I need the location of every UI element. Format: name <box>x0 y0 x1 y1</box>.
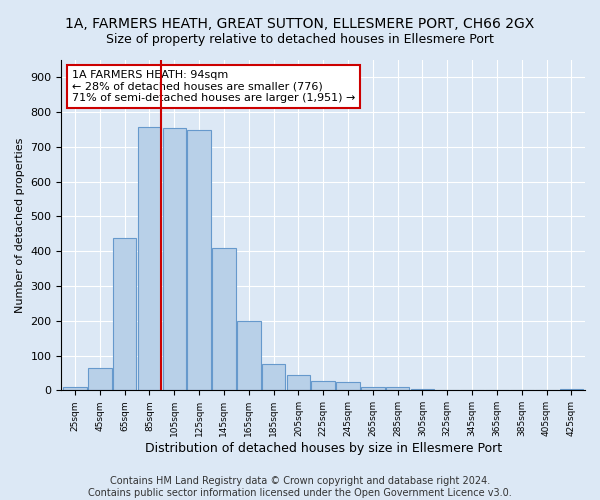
Bar <box>237 322 260 390</box>
Bar <box>88 368 112 390</box>
Bar <box>63 387 87 390</box>
Bar <box>311 380 335 390</box>
Text: 1A, FARMERS HEATH, GREAT SUTTON, ELLESMERE PORT, CH66 2GX: 1A, FARMERS HEATH, GREAT SUTTON, ELLESME… <box>65 18 535 32</box>
Text: Contains HM Land Registry data © Crown copyright and database right 2024.
Contai: Contains HM Land Registry data © Crown c… <box>88 476 512 498</box>
Bar <box>287 375 310 390</box>
Bar <box>262 364 286 390</box>
Text: 1A FARMERS HEATH: 94sqm
← 28% of detached houses are smaller (776)
71% of semi-d: 1A FARMERS HEATH: 94sqm ← 28% of detache… <box>72 70 355 103</box>
Y-axis label: Number of detached properties: Number of detached properties <box>15 138 25 313</box>
Bar <box>410 388 434 390</box>
Bar <box>560 388 583 390</box>
Bar <box>138 128 161 390</box>
Text: Size of property relative to detached houses in Ellesmere Port: Size of property relative to detached ho… <box>106 32 494 46</box>
X-axis label: Distribution of detached houses by size in Ellesmere Port: Distribution of detached houses by size … <box>145 442 502 455</box>
Bar <box>361 387 385 390</box>
Bar <box>187 130 211 390</box>
Bar <box>163 128 186 390</box>
Bar <box>212 248 236 390</box>
Bar <box>113 238 136 390</box>
Bar <box>386 387 409 390</box>
Bar <box>336 382 360 390</box>
